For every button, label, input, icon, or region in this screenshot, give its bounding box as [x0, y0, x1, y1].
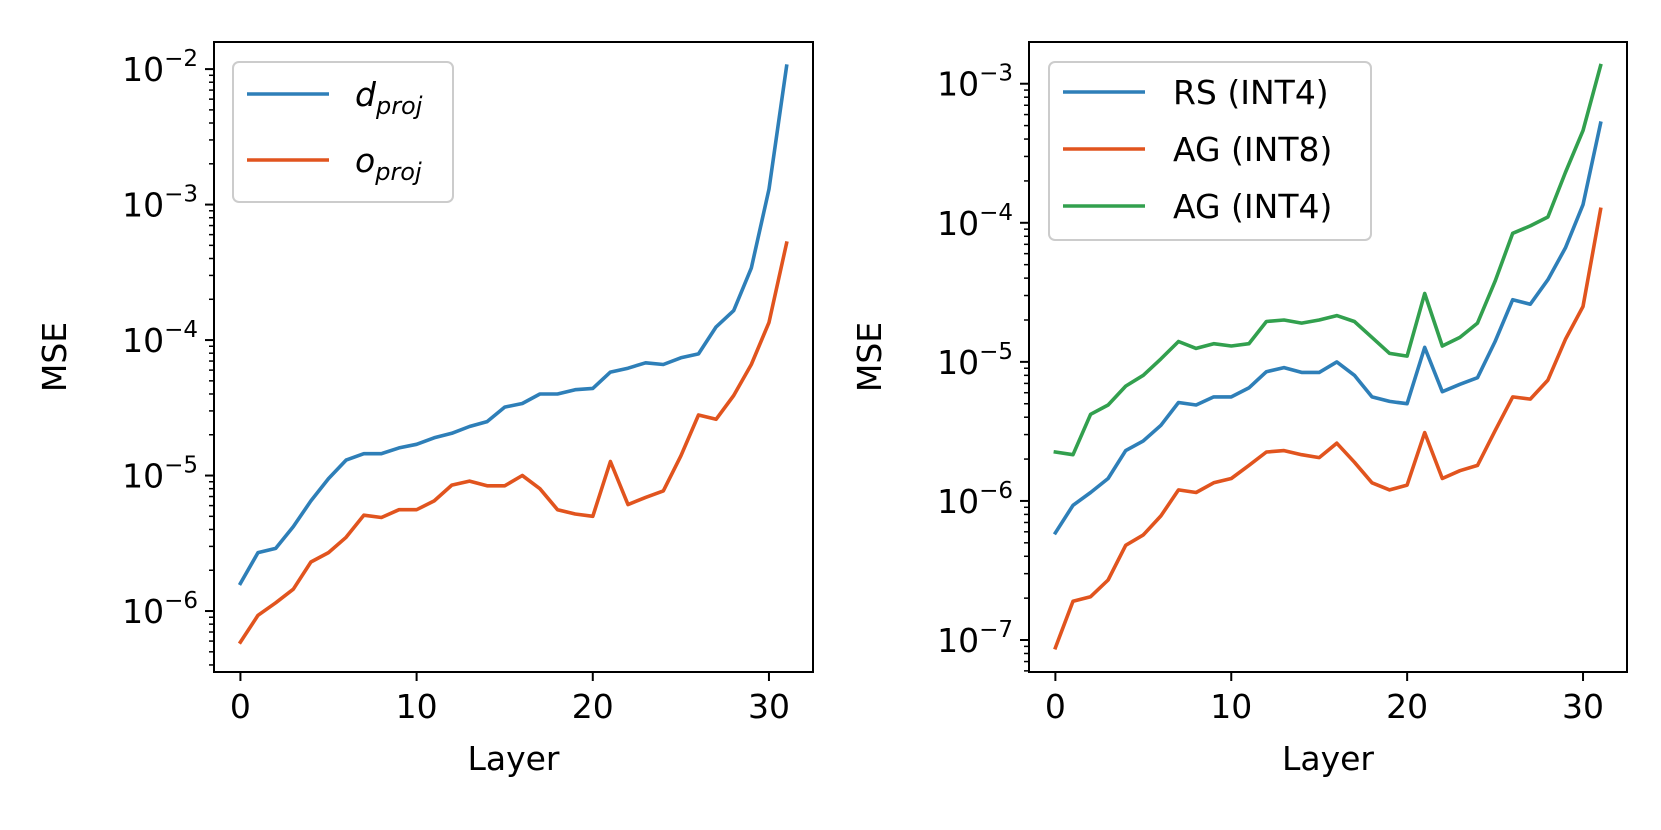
- series-line-o-proj: [237, 240, 789, 645]
- y-tick-label: 10−5: [937, 339, 1013, 382]
- y-axis-label: MSE: [850, 322, 889, 392]
- series-line-d-proj: [237, 64, 789, 586]
- x-tick-label: 30: [748, 687, 790, 726]
- plot-frame: [213, 41, 814, 673]
- series-line-ag-int4: [1053, 63, 1603, 457]
- x-tick-label: 20: [1386, 687, 1428, 726]
- y-tick-label: 10−3: [937, 61, 1013, 104]
- legend-label: AG (INT8): [1173, 130, 1332, 169]
- left-chart-panel: 0 10 20 30 10−6 10−5 10−4 10−3 10−2 Layer MSE dproj…: [35, 41, 814, 778]
- x-tick-label: 30: [1562, 687, 1604, 726]
- series-line-rs-int4: [1052, 121, 1603, 536]
- y-tick-label: 10−6: [122, 588, 198, 631]
- right-chart-panel: 0 10 20 30 10−7 10−6 10−5 10−4 10−3 Layer MSE RS (I…: [850, 41, 1628, 778]
- legend-label: RS (INT4): [1173, 73, 1329, 112]
- y-tick-label: 10−5: [122, 453, 198, 496]
- legend-label: oproj: [355, 141, 422, 186]
- y-tick-label: 10−4: [122, 317, 198, 360]
- legend-box: [1048, 61, 1372, 241]
- y-tick-label: 10−3: [122, 182, 198, 225]
- legend-label: dproj: [355, 75, 423, 120]
- x-axis-label: Layer: [1282, 739, 1374, 778]
- plot-frame: [1028, 41, 1628, 673]
- x-tick-label: 0: [230, 687, 251, 726]
- x-tick-label: 0: [1045, 687, 1066, 726]
- x-tick-label: 10: [396, 687, 438, 726]
- series-line-ag-int8: [1053, 207, 1603, 651]
- y-tick-label: 10−2: [122, 46, 198, 89]
- x-tick-label: 10: [1210, 687, 1252, 726]
- x-tick-label: 20: [572, 687, 614, 726]
- y-tick-label: 10−7: [937, 617, 1013, 660]
- x-axis-label: Layer: [467, 739, 559, 778]
- y-tick-label: 10−4: [937, 200, 1013, 243]
- y-tick-label: 10−6: [937, 478, 1013, 521]
- legend-box: [232, 61, 454, 203]
- legend-label: AG (INT4): [1173, 187, 1332, 226]
- y-axis-label: MSE: [35, 322, 74, 392]
